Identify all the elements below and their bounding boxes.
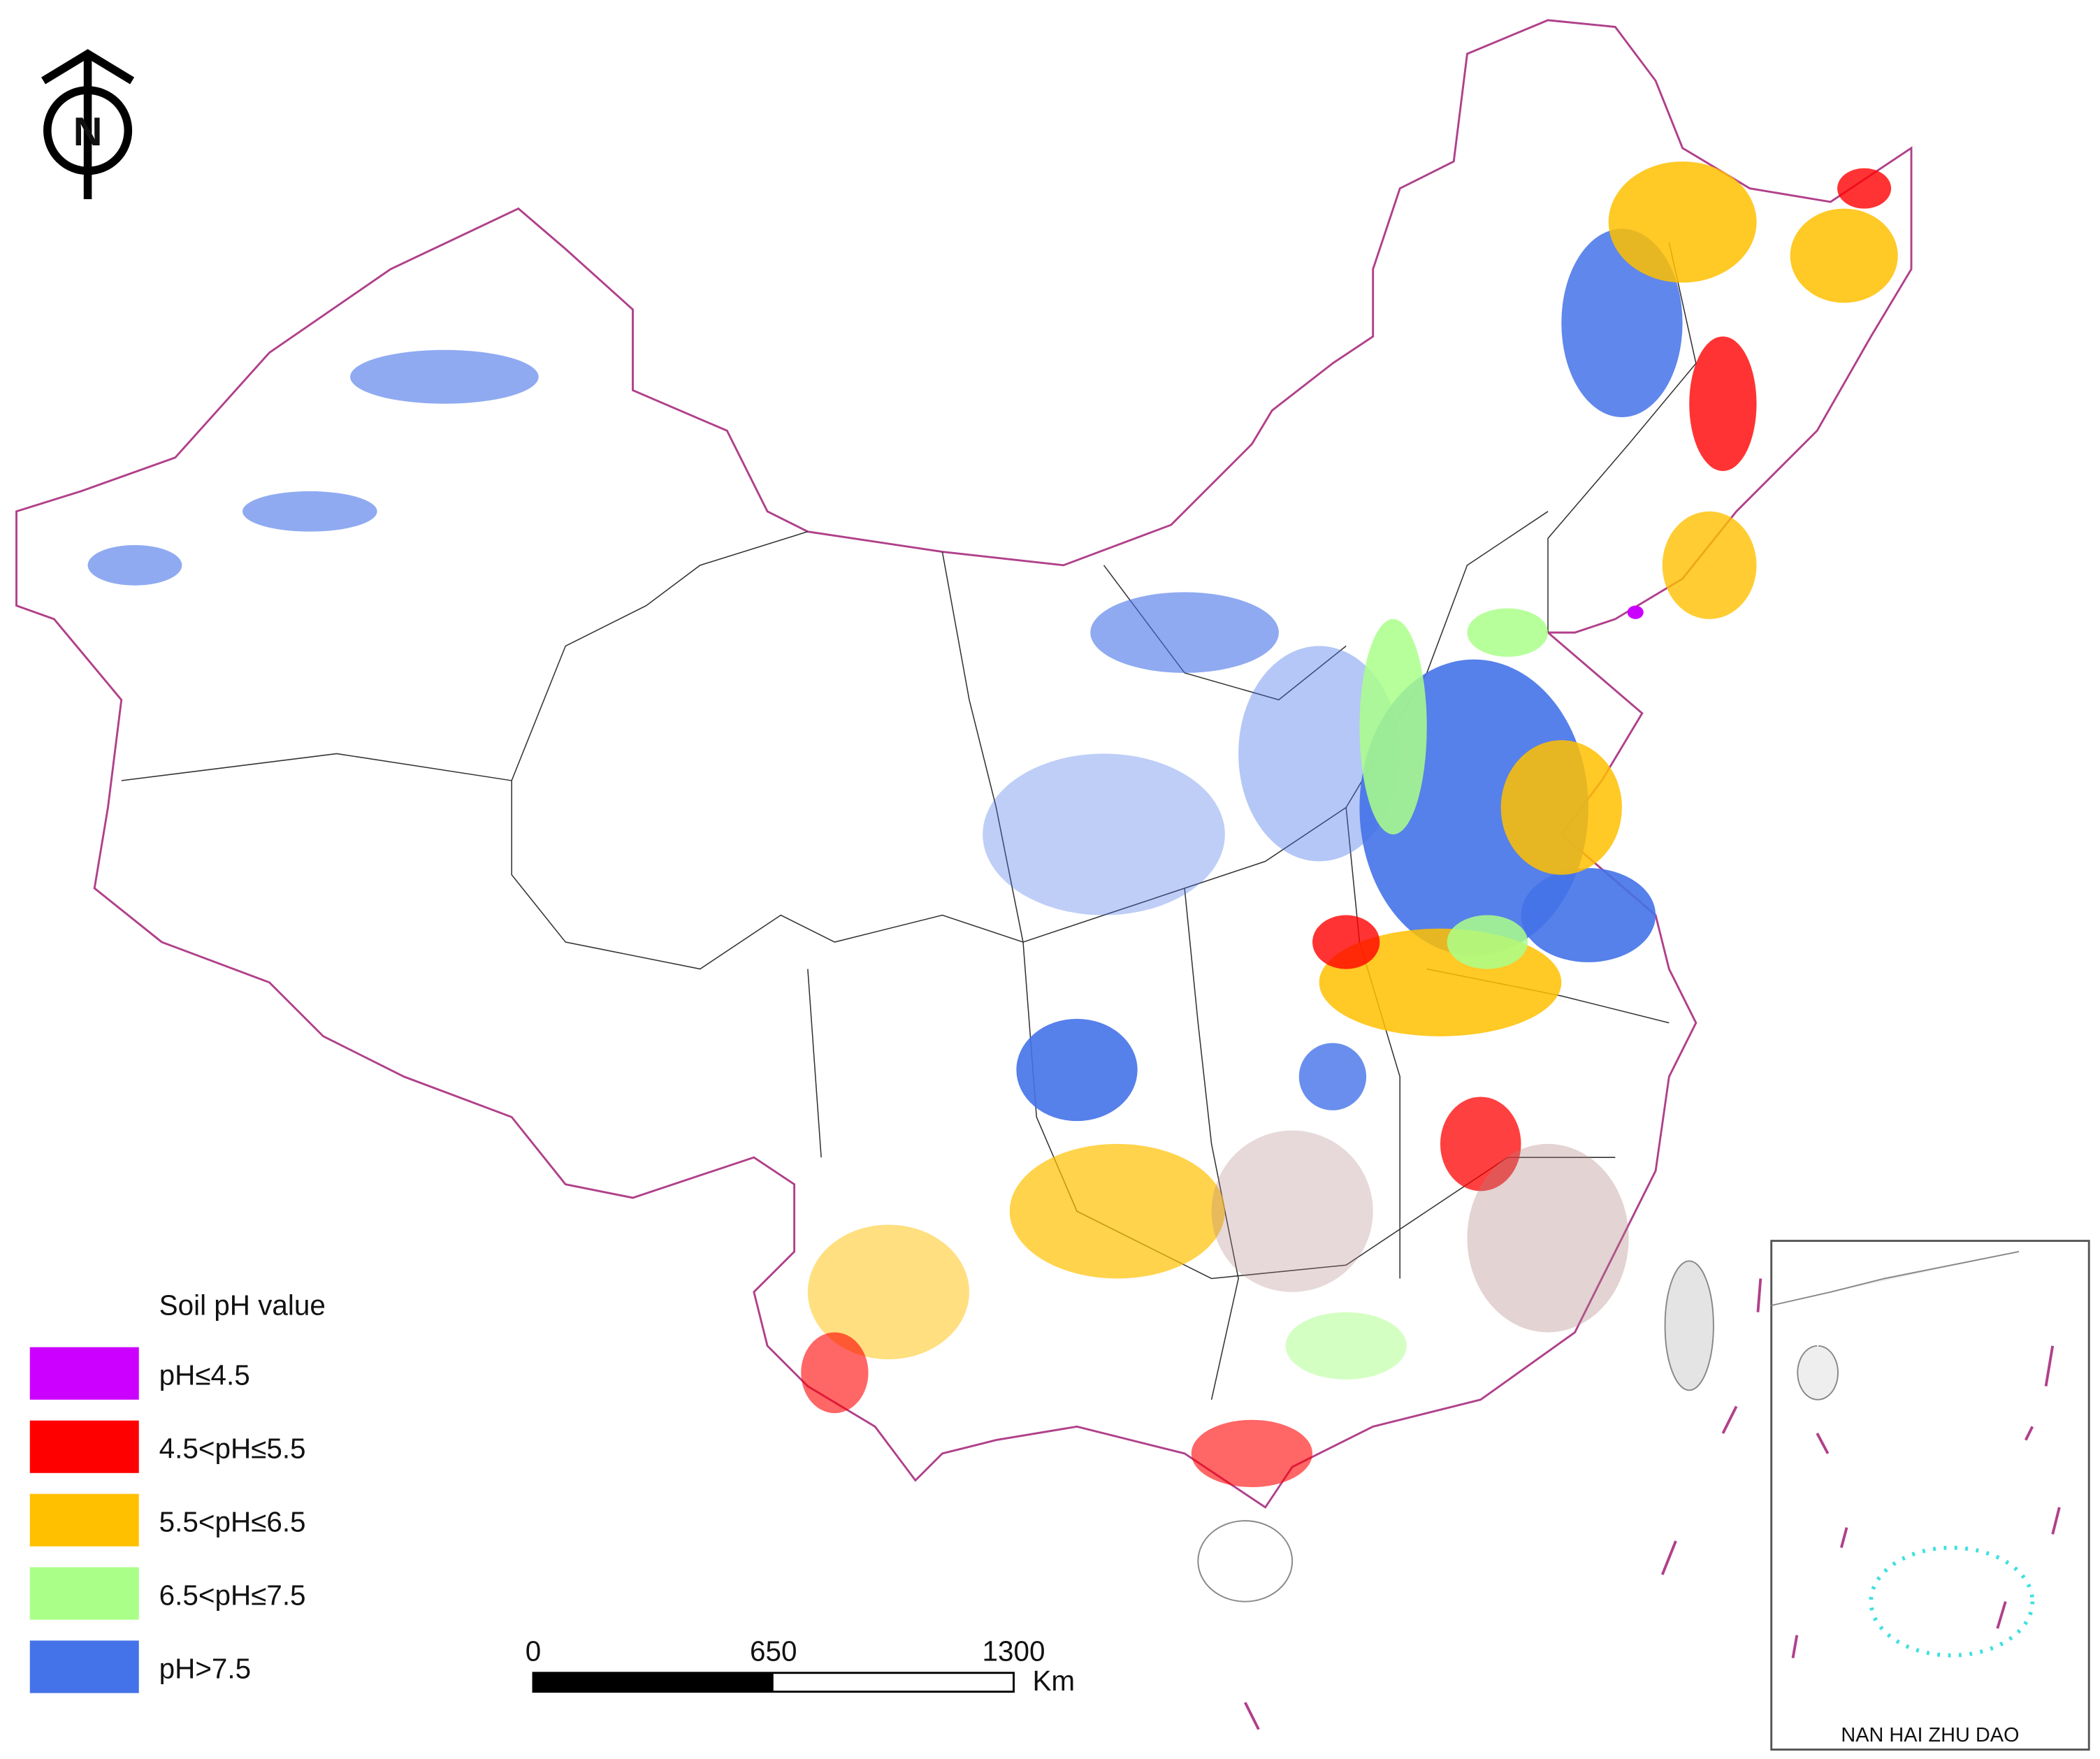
legend-label: pH≤4.5 bbox=[159, 1359, 250, 1391]
patch bbox=[87, 544, 182, 586]
patch bbox=[1662, 511, 1757, 619]
patch bbox=[807, 1224, 969, 1360]
legend-swatch bbox=[29, 1420, 139, 1473]
patch bbox=[242, 491, 377, 532]
taiwan bbox=[1664, 1260, 1714, 1391]
ph-patches bbox=[87, 161, 1898, 1487]
inset-coast bbox=[1771, 1251, 2020, 1400]
patch bbox=[1238, 646, 1400, 862]
scale-unit: Km bbox=[1032, 1665, 1075, 1697]
legend-swatch bbox=[29, 1567, 139, 1620]
scale-bar-segment bbox=[533, 1672, 774, 1692]
inset-boundary bbox=[1244, 1278, 2061, 1730]
legend-title: Soil pH value bbox=[159, 1289, 326, 1321]
patch bbox=[1790, 208, 1898, 303]
inset-islands bbox=[1869, 1545, 2035, 1658]
acid-red-soil bbox=[1467, 1143, 1629, 1333]
hainan bbox=[1197, 1520, 1294, 1602]
patch bbox=[350, 349, 539, 404]
inset-label: NAN HAI ZHU DAO bbox=[1841, 1724, 2019, 1746]
patch bbox=[1689, 336, 1757, 472]
legend-swatch bbox=[29, 1347, 139, 1400]
north-label: N bbox=[73, 110, 103, 154]
scale-tick-label: 0 bbox=[526, 1635, 542, 1667]
acid-red-soil bbox=[1211, 1130, 1373, 1292]
inset-frame bbox=[1770, 1240, 2090, 1751]
patch bbox=[1298, 1043, 1367, 1110]
patch bbox=[1312, 915, 1380, 969]
patch bbox=[1016, 1018, 1138, 1122]
patch bbox=[1608, 161, 1757, 283]
legend-label: 5.5<pH≤6.5 bbox=[159, 1506, 306, 1538]
legend-swatch bbox=[29, 1640, 139, 1693]
patch bbox=[1467, 608, 1549, 657]
patch bbox=[1009, 1143, 1225, 1279]
legend: pH≤4.5 4.5<pH≤5.5 5.5<pH≤6.5 6.5<pH≤7.5 pH>7… bbox=[29, 1347, 306, 1693]
legend-label: 4.5<pH≤5.5 bbox=[159, 1433, 306, 1465]
scale-tick-label: 1300 bbox=[983, 1635, 1045, 1667]
patch bbox=[1627, 605, 1644, 619]
north-arrow bbox=[41, 49, 135, 200]
patch bbox=[1090, 592, 1279, 673]
patch bbox=[1191, 1419, 1313, 1487]
legend-label: pH>7.5 bbox=[159, 1652, 252, 1684]
legend-swatch bbox=[29, 1493, 139, 1547]
scale-tick-label: 650 bbox=[750, 1635, 797, 1667]
legend-label: 6.5<pH≤7.5 bbox=[159, 1579, 306, 1611]
patch bbox=[1837, 168, 1892, 209]
patch bbox=[983, 753, 1225, 915]
patch bbox=[1440, 1096, 1521, 1192]
patch bbox=[1285, 1312, 1407, 1380]
patch bbox=[1447, 915, 1528, 969]
patch bbox=[801, 1332, 869, 1414]
patch bbox=[1359, 618, 1427, 834]
patch bbox=[1521, 868, 1656, 962]
patch bbox=[1500, 740, 1622, 875]
